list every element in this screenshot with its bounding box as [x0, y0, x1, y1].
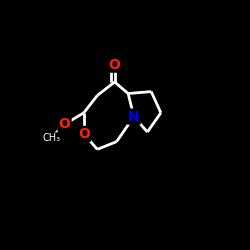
Text: O: O: [78, 127, 90, 141]
Text: O: O: [59, 117, 70, 131]
Text: N: N: [128, 110, 140, 124]
Text: O: O: [109, 58, 120, 72]
Text: CH₃: CH₃: [42, 133, 60, 143]
